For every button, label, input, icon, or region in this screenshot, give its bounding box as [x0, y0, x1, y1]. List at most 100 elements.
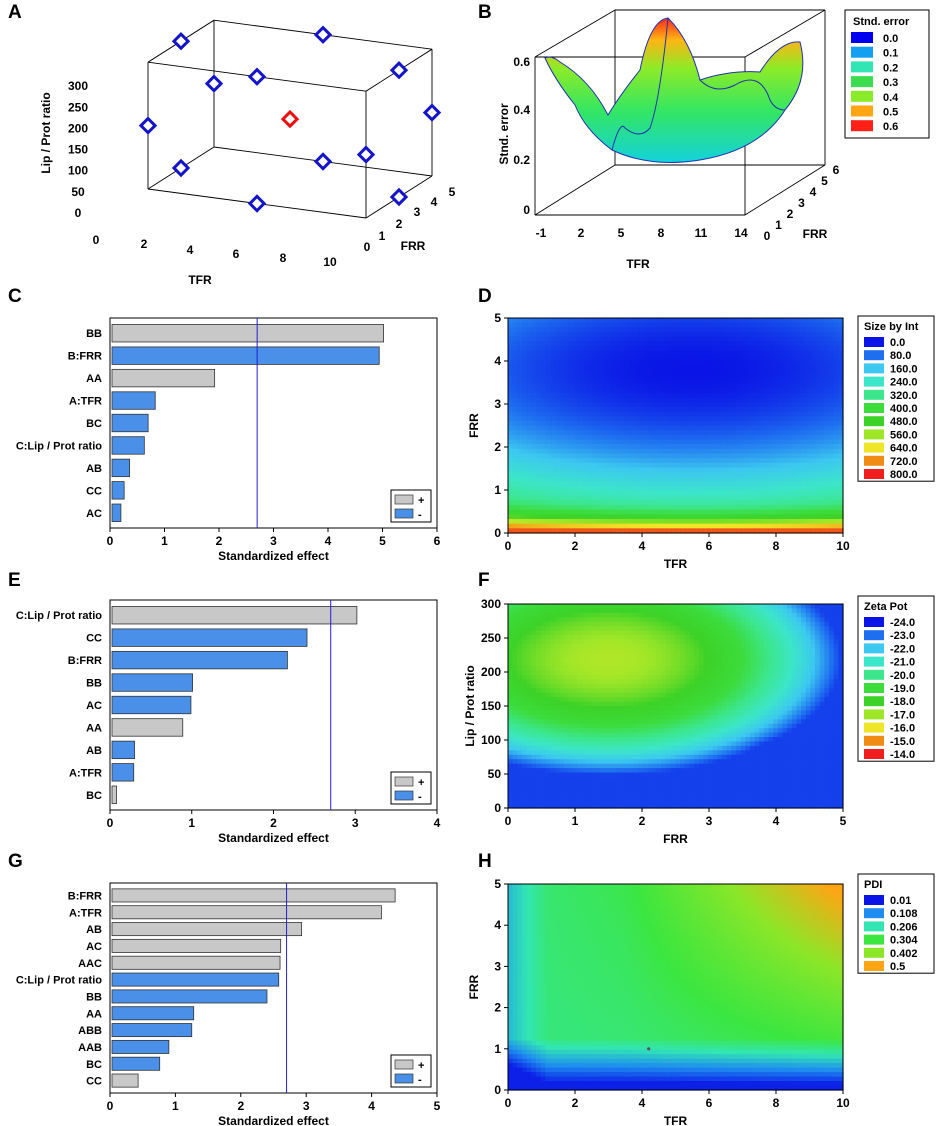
heatmap-cell	[834, 657, 839, 662]
heatmap-cell	[592, 360, 597, 365]
heatmap-cell	[671, 369, 676, 374]
legend-swatch	[864, 403, 884, 413]
heatmap-cell	[582, 360, 587, 365]
heatmap-cell	[522, 657, 527, 662]
heatmap-cell	[573, 327, 578, 332]
heatmap-cell	[606, 458, 611, 463]
heatmap-cell	[606, 500, 611, 505]
heatmap-cell	[731, 657, 736, 662]
heatmap-cell	[578, 383, 583, 388]
heatmap-cell	[638, 383, 643, 388]
heatmap-cell	[703, 341, 708, 346]
heatmap-cell	[792, 388, 797, 393]
heatmap-cell	[582, 514, 587, 519]
heatmap-cell	[801, 524, 806, 529]
heatmap-cell	[610, 666, 615, 671]
heatmap-cell	[522, 318, 527, 323]
heatmap-cell	[657, 648, 662, 653]
heatmap-cell	[527, 369, 532, 374]
heatmap-cell	[550, 426, 555, 431]
category-label: AC	[86, 508, 102, 520]
heatmap-cell	[801, 365, 806, 370]
heatmap-cell	[550, 675, 555, 680]
heatmap-cell	[648, 388, 653, 393]
heatmap-cell	[578, 684, 583, 689]
heatmap-cell	[555, 365, 560, 370]
heatmap-cell	[703, 318, 708, 323]
heatmap-cell	[806, 505, 811, 510]
heatmap-cell	[787, 383, 792, 388]
heatmap-cell	[722, 617, 727, 622]
heatmap-cell	[801, 435, 806, 440]
heatmap-cell	[531, 482, 536, 487]
heatmap-cell	[606, 463, 611, 468]
heatmap-cell	[666, 491, 671, 496]
heatmap-cell	[671, 393, 676, 398]
heatmap-cell	[606, 416, 611, 421]
heatmap-cell	[643, 416, 648, 421]
heatmap-cell	[573, 666, 578, 671]
heatmap-cell	[824, 510, 829, 515]
heatmap-cell	[722, 505, 727, 510]
heatmap-cell	[517, 435, 522, 440]
heatmap-cell	[601, 463, 606, 468]
heatmap-cell	[648, 675, 653, 680]
heatmap-cell	[676, 653, 681, 658]
heatmap-cell	[620, 393, 625, 398]
heatmap-cell	[662, 323, 667, 328]
heatmap-cell	[750, 613, 755, 618]
heatmap-cell	[727, 519, 732, 524]
heatmap-cell	[559, 662, 564, 667]
heatmap-cell	[699, 482, 704, 487]
heatmap-cell	[759, 631, 764, 636]
heatmap-cell	[638, 374, 643, 379]
heatmap-cell	[587, 514, 592, 519]
heatmap-cell	[541, 635, 546, 640]
heatmap-cell	[550, 472, 555, 477]
heatmap-cell	[662, 644, 667, 649]
heatmap-cell	[815, 318, 820, 323]
heatmap-cell	[624, 639, 629, 644]
heatmap-cell	[783, 388, 788, 393]
heatmap-cell	[731, 505, 736, 510]
heatmap-cell	[824, 524, 829, 529]
heatmap-cell	[708, 635, 713, 640]
heatmap-cell	[731, 500, 736, 505]
heatmap-cell	[666, 613, 671, 618]
heatmap-cell	[694, 341, 699, 346]
heatmap-cell	[745, 323, 750, 328]
heatmap-cell	[648, 644, 653, 649]
heatmap-cell	[555, 514, 560, 519]
heatmap-cell	[531, 454, 536, 459]
heatmap-cell	[578, 360, 583, 365]
heatmap-cell	[587, 491, 592, 496]
heatmap-cell	[699, 608, 704, 613]
heatmap-cell	[676, 648, 681, 653]
heatmap-cell	[773, 374, 778, 379]
heatmap-cell	[587, 684, 592, 689]
heatmap-cell	[708, 604, 713, 609]
heatmap-cell	[801, 648, 806, 653]
heatmap-cell	[708, 411, 713, 416]
heatmap-cell	[624, 365, 629, 370]
heatmap-cell	[778, 355, 783, 360]
heatmap-cell	[559, 617, 564, 622]
heatmap-cell	[671, 332, 676, 337]
heatmap-cell	[708, 327, 713, 332]
heatmap-cell	[834, 416, 839, 421]
heatmap-cell	[755, 666, 760, 671]
heatmap-cell	[666, 631, 671, 636]
heatmap-cell	[676, 500, 681, 505]
heatmap-cell	[680, 411, 685, 416]
heatmap-cell	[555, 426, 560, 431]
heatmap-cell	[671, 318, 676, 323]
heatmap-cell	[624, 500, 629, 505]
heatmap-cell	[722, 402, 727, 407]
heatmap-cell	[676, 684, 681, 689]
heatmap-cell	[555, 510, 560, 515]
heatmap-cell	[783, 617, 788, 622]
heatmap-cell	[680, 622, 685, 627]
heatmap-cell	[592, 416, 597, 421]
heatmap-cell	[829, 332, 834, 337]
heatmap-cell	[755, 648, 760, 653]
